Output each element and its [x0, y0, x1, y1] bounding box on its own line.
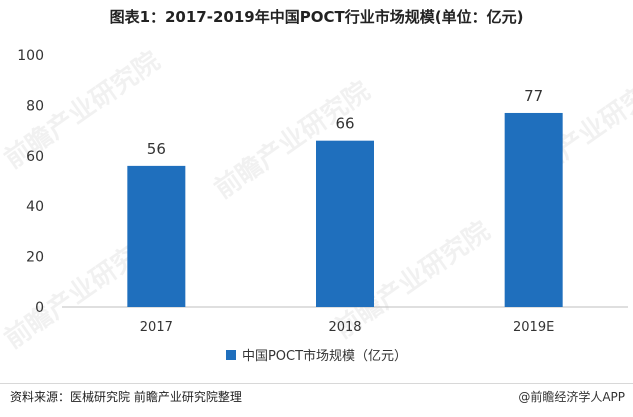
legend-label: 中国POCT市场规模（亿元） — [241, 349, 408, 364]
bar — [316, 140, 374, 307]
data-label: 56 — [147, 140, 166, 158]
bars — [127, 112, 563, 308]
y-tick-label: 60 — [26, 149, 44, 165]
x-axis: 2017 2018 2019E — [62, 306, 628, 335]
y-axis: 0 20 40 60 80 100 — [17, 48, 44, 316]
footer-divider — [0, 383, 633, 384]
x-tick-label: 2018 — [328, 320, 361, 335]
data-label: 66 — [335, 115, 354, 133]
y-tick-label: 100 — [17, 48, 44, 64]
chart-title: 图表1：2017-2019年中国POCT行业市场规模(单位：亿元) — [109, 8, 524, 26]
source-note: 资料来源：医械研究院 前瞻产业研究院整理 — [10, 390, 242, 404]
legend: 中国POCT市场规模（亿元） — [0, 345, 633, 364]
x-tick-label: 2019E — [513, 320, 554, 335]
value-labels: 56 66 77 — [147, 87, 543, 158]
bar — [127, 165, 186, 307]
brand-credit: @前瞻经济学人APP — [518, 390, 625, 404]
y-tick-label: 80 — [26, 98, 44, 114]
legend-swatch — [225, 349, 236, 360]
data-label: 77 — [524, 87, 543, 105]
y-tick-label: 0 — [35, 300, 44, 316]
x-tick-label: 2017 — [140, 320, 173, 335]
y-tick-label: 20 — [26, 250, 44, 266]
y-tick-label: 40 — [26, 199, 44, 215]
bar — [504, 112, 563, 308]
